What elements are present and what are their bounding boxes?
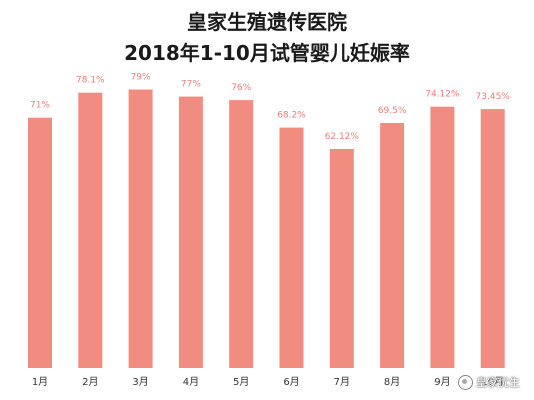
category-label-5: 5月	[233, 376, 249, 388]
value-label-3: 79%	[131, 73, 151, 83]
value-label-5: 76%	[231, 83, 251, 93]
bar-6	[279, 127, 304, 368]
value-label-10: 73.45%	[476, 92, 511, 102]
category-label-3: 3月	[132, 376, 148, 388]
watermark: 皇家优生	[458, 374, 520, 390]
bar-8	[380, 123, 405, 368]
value-labels-group: 71% 78.1% 79% 77% 76% 68.2% 62.12% 69.5% 74.12% 7…	[30, 73, 510, 143]
bar-1	[28, 117, 52, 368]
value-label-1: 71%	[30, 101, 50, 111]
chart-subtitle: 2018年1-10月试管婴儿妊娠率	[124, 41, 410, 65]
category-label-1: 1月	[32, 376, 48, 388]
bar-2	[78, 92, 103, 368]
wechat-logo-icon	[458, 374, 473, 390]
watermark-text: 皇家优生	[476, 376, 520, 389]
category-label-6: 6月	[283, 376, 299, 388]
category-label-9: 9月	[434, 376, 450, 388]
category-label-4: 4月	[183, 376, 199, 388]
category-labels-group: 1月 2月 3月 4月 5月 6月 7月 8月 9月 10月	[32, 376, 504, 388]
value-label-4: 77%	[181, 80, 201, 90]
category-label-7: 7月	[334, 376, 350, 388]
value-label-2: 78.1%	[76, 76, 105, 86]
bar-4	[178, 96, 203, 368]
bar-5	[229, 100, 254, 368]
value-label-7: 62.12%	[325, 132, 360, 142]
chart-title: 皇家生殖遗传医院	[187, 10, 347, 34]
bar-3	[128, 89, 153, 368]
bar-7	[329, 149, 354, 368]
category-label-10: 10月	[481, 376, 504, 388]
category-label-8: 8月	[384, 376, 400, 388]
value-label-9: 74.12%	[425, 90, 460, 100]
bar-9	[430, 106, 455, 368]
value-label-6: 68.2%	[277, 111, 306, 121]
category-label-2: 2月	[82, 376, 98, 388]
bars-group	[28, 89, 505, 368]
value-label-8: 69.5%	[378, 106, 407, 116]
bar-10	[480, 109, 505, 368]
